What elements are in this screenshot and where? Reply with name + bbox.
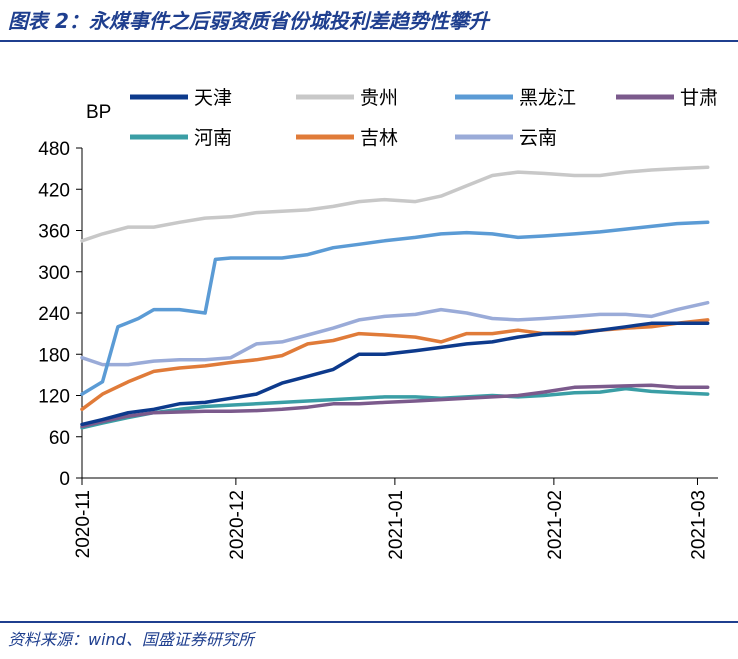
series-line-1 bbox=[80, 165, 710, 243]
y-tick-label: 240 bbox=[38, 304, 70, 325]
y-tick-label: 120 bbox=[38, 387, 70, 408]
x-axis: 2020-11 2020-12 2021-01 2021-02 2021-03 bbox=[73, 477, 718, 560]
series-line-2 bbox=[80, 220, 710, 396]
x-tick-label: 2020-11 bbox=[73, 490, 94, 558]
x-tick-label: 2021-01 bbox=[386, 490, 407, 560]
bottom-rule bbox=[0, 621, 738, 623]
top-rule bbox=[0, 40, 738, 42]
legend-label: 河南 bbox=[194, 127, 232, 149]
y-tick-label: 0 bbox=[59, 469, 70, 490]
legend-label: 云南 bbox=[519, 127, 557, 149]
x-tick-label: 2021-03 bbox=[688, 490, 709, 560]
source-note: 资料来源：wind、国盛证券研究所 bbox=[8, 630, 254, 649]
x-tick-label: 2020-12 bbox=[227, 490, 248, 560]
series-line-4 bbox=[80, 386, 710, 430]
legend-label: 甘肃 bbox=[680, 87, 718, 109]
legend-label: 黑龙江 bbox=[519, 87, 576, 109]
legend-label: 贵州 bbox=[360, 87, 398, 109]
series-line-0 bbox=[80, 321, 710, 427]
x-tick-label: 2021-02 bbox=[545, 490, 566, 560]
figure-title: 图表 2：永煤事件之后弱资质省份城投利差趋势性攀升 bbox=[8, 9, 489, 33]
y-tick-label: 420 bbox=[38, 180, 70, 201]
series-layer bbox=[80, 165, 710, 430]
y-tick-label: 60 bbox=[49, 428, 70, 449]
y-tick-label: 480 bbox=[38, 139, 70, 160]
series-line-6 bbox=[80, 300, 710, 367]
y-axis: 0 60 120 180 240 300 360 420 480 bbox=[38, 139, 83, 490]
series-line-3 bbox=[80, 383, 710, 429]
legend-label: 吉林 bbox=[360, 127, 398, 149]
y-tick-label: 180 bbox=[38, 345, 70, 366]
y-tick-label: 300 bbox=[38, 263, 70, 284]
legend-label: 天津 bbox=[194, 87, 232, 109]
y-tick-label: 360 bbox=[38, 222, 70, 243]
y-unit-label: BP bbox=[86, 102, 111, 123]
